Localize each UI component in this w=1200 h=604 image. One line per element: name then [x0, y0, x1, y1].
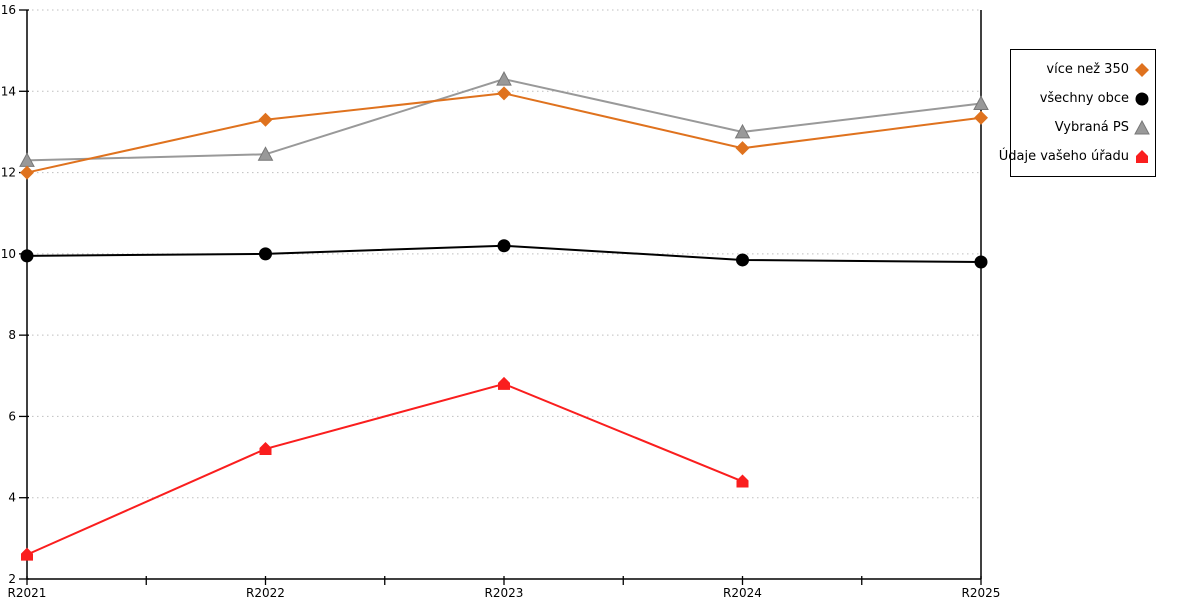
- pentagon-legend-icon: [1136, 149, 1148, 163]
- circle-marker: [259, 247, 272, 261]
- legend-item: Údaje vašeho úřadu: [999, 149, 1150, 165]
- diamond-marker: [974, 110, 988, 125]
- triangle-marker: [496, 71, 512, 86]
- x-tick-label: R2025: [962, 586, 1001, 600]
- diamond-marker: [735, 141, 750, 156]
- y-tick-label: 6: [8, 409, 16, 423]
- circle-marker: [1135, 92, 1149, 105]
- series-circle: [20, 239, 988, 269]
- legend-label: Údaje vašeho úřadu: [998, 149, 1129, 164]
- legend: více než 350 všechny obce Vybraná PS Údaje …: [999, 49, 1156, 177]
- legend-item: všechny obce: [1015, 91, 1150, 107]
- legend-item: více než 350: [1015, 62, 1150, 78]
- series-line: [26, 382, 743, 556]
- triangle-marker: [1134, 119, 1150, 134]
- legend-label: všechny obce: [1039, 91, 1129, 106]
- x-tick-label: R2023: [485, 586, 524, 600]
- pentagon-marker: [21, 547, 33, 561]
- y-tick-label: 10: [1, 247, 16, 261]
- circle-legend-icon: [1135, 92, 1149, 105]
- pentagon-marker: [498, 376, 510, 390]
- y-tick-label: 12: [1, 166, 16, 180]
- y-tick-label: 8: [8, 328, 16, 342]
- diamond-marker: [20, 165, 34, 180]
- triangle-marker: [257, 146, 274, 161]
- diamond-marker: [258, 112, 273, 127]
- y-tick-label: 16: [1, 3, 16, 17]
- diamond-marker: [1135, 62, 1149, 77]
- circle-marker: [20, 249, 34, 263]
- series-diamond: [20, 86, 988, 180]
- series-triangle: [19, 71, 989, 167]
- circle-marker: [736, 253, 749, 267]
- y-tick-label: 14: [1, 84, 16, 98]
- y-tick-label: 4: [8, 491, 16, 505]
- y-tick-label: 2: [8, 572, 16, 586]
- legend-item: Vybraná PS: [1015, 119, 1150, 136]
- triangle-legend-icon: [1134, 119, 1150, 134]
- legend-label: Vybraná PS: [1054, 120, 1129, 135]
- pentagon-marker: [1136, 149, 1148, 163]
- x-tick-label: R2022: [246, 586, 285, 600]
- x-tick-label: R2024: [723, 586, 762, 600]
- pentagon-marker: [259, 441, 272, 455]
- diamond-marker: [497, 86, 511, 101]
- circle-marker: [974, 255, 988, 269]
- x-tick-label: R2021: [8, 586, 47, 600]
- diamond-legend-icon: [1135, 62, 1149, 77]
- triangle-marker: [973, 95, 989, 110]
- pentagon-marker: [736, 474, 749, 488]
- circle-marker: [497, 239, 511, 253]
- triangle-marker: [734, 123, 751, 139]
- series-line: [26, 92, 982, 174]
- series-pentagon: [21, 376, 749, 561]
- legend-label: více než 350: [1046, 62, 1129, 77]
